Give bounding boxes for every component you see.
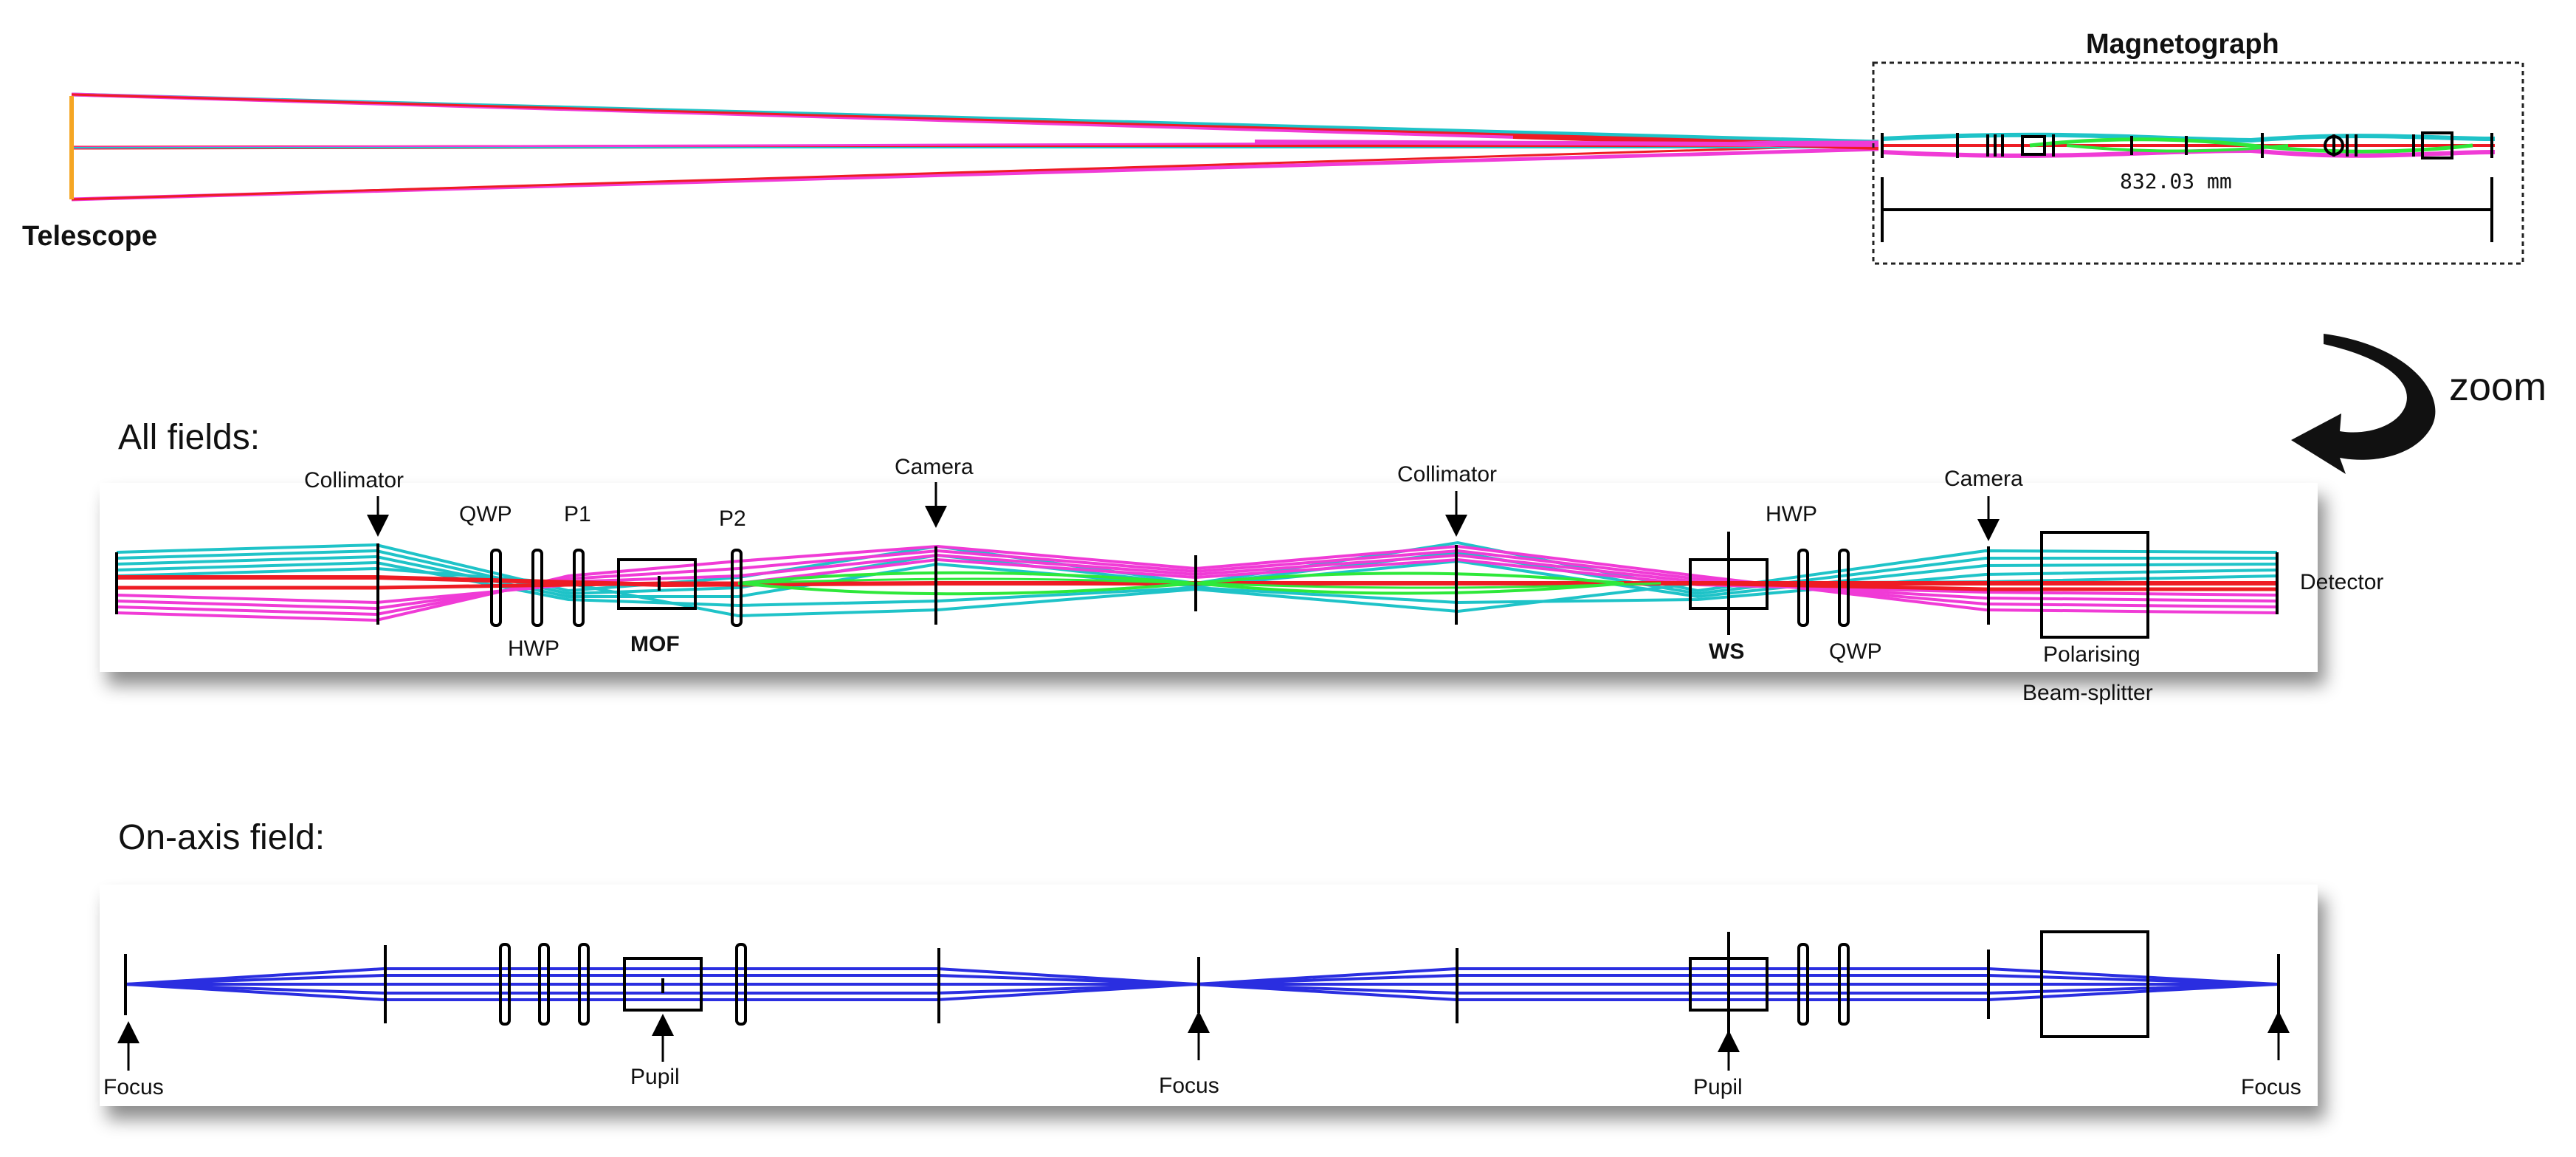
all-fields-panel: Collimator QWP P1 P2 Camera HWP MOF Coll…: [100, 455, 2383, 705]
telescope-ray-bundle: [69, 92, 1879, 202]
zoom-arrow-icon: [2291, 334, 2436, 474]
magnetograph-mini-rays: [1881, 132, 2496, 158]
p2-label: P2: [719, 507, 746, 531]
all-fields-rays: [116, 540, 2278, 622]
qwp-label-1: QWP: [459, 502, 512, 526]
magnetograph-mini-elements: [1881, 131, 2493, 159]
zoom-label: zoom: [2449, 365, 2546, 409]
focus-label-1: Focus: [103, 1075, 164, 1099]
magnetograph-label: Magnetograph: [2086, 29, 2279, 60]
all-fields-elements: [115, 531, 2279, 639]
overview-layout: Telescope Magnetograph: [22, 29, 2524, 265]
hwp-label-1: HWP: [508, 636, 559, 661]
focus-label-2: Focus: [1159, 1074, 1219, 1098]
collimator-label-2: Collimator: [1397, 462, 1497, 487]
pbs-label-line2: Beam-splitter: [2022, 681, 2153, 705]
length-label: 832.03 mm: [2120, 169, 2232, 193]
hwp-label-2: HWP: [1766, 502, 1817, 526]
pbs-label-line1: Polarising: [2043, 642, 2141, 667]
camera-label-1: Camera: [895, 455, 974, 479]
on-axis-arrows: [117, 1011, 2290, 1071]
detector-label: Detector: [2300, 570, 2383, 594]
on-axis-panel: Focus Pupil Focus Pupil Focus: [100, 885, 2318, 1106]
mof-label: MOF: [630, 632, 680, 656]
magnetograph-box: [1872, 61, 2524, 265]
focus-label-3: Focus: [2241, 1075, 2301, 1099]
camera-label-2: Camera: [1944, 467, 2023, 491]
pupil-label-1: Pupil: [630, 1065, 680, 1089]
ws-label: WS: [1709, 639, 1744, 664]
qwp-label-2: QWP: [1829, 639, 1882, 664]
telescope-label: Telescope: [22, 221, 157, 252]
all-fields-arrows: [367, 482, 2000, 541]
p1-label: P1: [564, 502, 591, 526]
pupil-label-2: Pupil: [1693, 1075, 1743, 1099]
collimator-label-1: Collimator: [304, 468, 404, 492]
all-fields-title: All fields:: [118, 418, 260, 457]
on-axis-elements: [124, 930, 2280, 1038]
length-scale-bar: [1881, 177, 2493, 242]
on-axis-title: On-axis field:: [118, 818, 325, 857]
